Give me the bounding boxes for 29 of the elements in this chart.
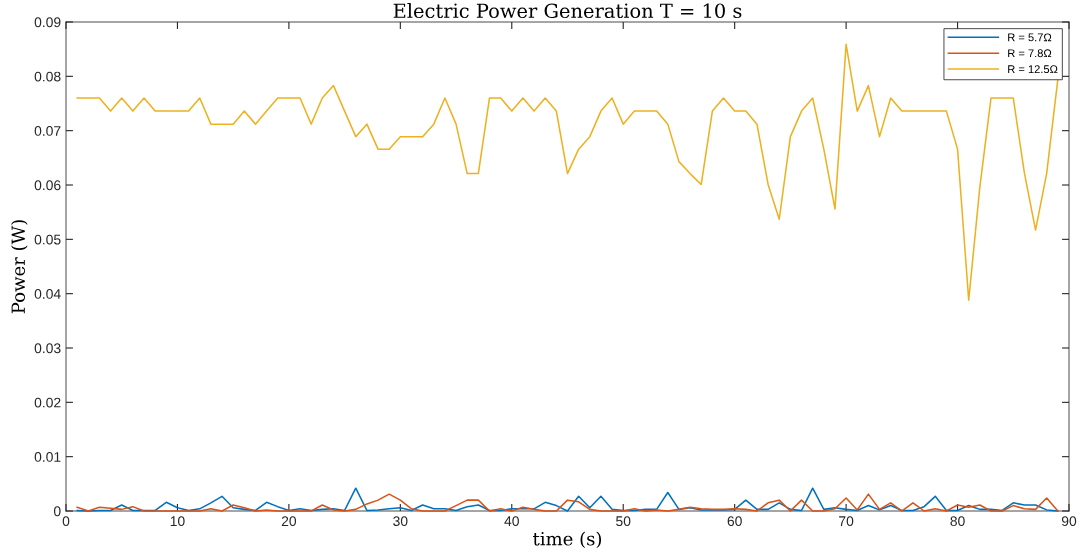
- y-tick-label: 0.03: [34, 343, 61, 354]
- y-tick-label: 0.09: [34, 17, 61, 28]
- y-tick-label: 0.02: [34, 397, 61, 408]
- y-tick-label: 0.08: [34, 71, 61, 82]
- x-tick-label: 40: [504, 516, 519, 527]
- x-tick-label: 0: [62, 516, 70, 527]
- y-tick-label: 0.04: [34, 289, 61, 299]
- x-tick-label: 20: [281, 516, 297, 527]
- legend-label: R = 7.8Ω: [1008, 49, 1052, 58]
- line-series: [76, 43, 1059, 301]
- y-tick-label: 0.06: [34, 180, 61, 191]
- x-tick-label: 30: [393, 516, 408, 527]
- x-tick-label: 10: [170, 516, 185, 527]
- line-series: [76, 493, 1059, 512]
- x-tick-label: 80: [950, 516, 965, 527]
- x-tick-label: 90: [1061, 516, 1077, 527]
- legend-label: R = 12.5Ω: [1008, 65, 1058, 74]
- x-tick-label: 50: [616, 516, 631, 527]
- line-series: [76, 487, 1059, 512]
- y-tick-label: 0.01: [34, 452, 61, 462]
- x-tick-label: 70: [839, 516, 854, 527]
- chart-title: Electric Power Generation T = 10 s: [393, 3, 742, 19]
- y-tick-label: 0.07: [34, 126, 61, 136]
- y-axis-title: Power (W): [11, 220, 28, 314]
- legend-label: R = 5.7Ω: [1008, 33, 1052, 42]
- x-axis-title: time (s): [533, 531, 602, 549]
- x-tick-label: 60: [727, 516, 742, 527]
- y-tick-label: 0.05: [34, 234, 61, 245]
- y-tick-label: 0: [53, 506, 61, 517]
